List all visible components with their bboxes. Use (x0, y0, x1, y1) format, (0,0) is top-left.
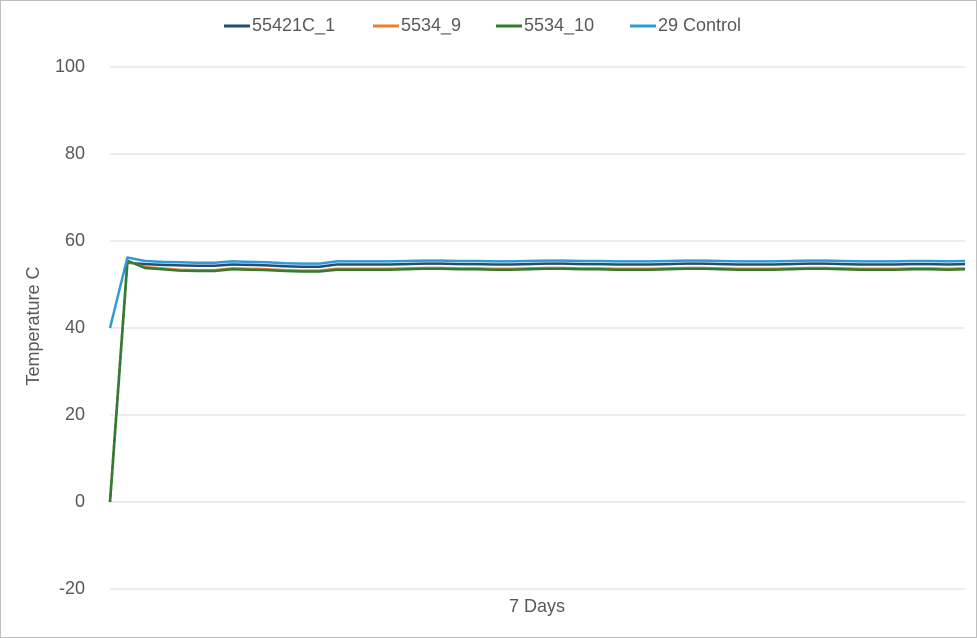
series-line (108, 256, 966, 329)
legend-label: 55421C_1 (252, 15, 335, 36)
y-axis-title: Temperature C (23, 266, 43, 385)
legend-label: 29 Control (658, 15, 741, 35)
y-tick-label: 100 (55, 56, 85, 76)
y-tick-label: 40 (65, 317, 85, 337)
y-tick-label: 20 (65, 404, 85, 424)
x-axis-title: 7 Days (509, 596, 565, 616)
legend-label: 5534_10 (524, 15, 594, 36)
legend-label: 5534_9 (401, 15, 461, 36)
y-tick-label: 80 (65, 143, 85, 163)
y-tick-label: -20 (59, 578, 85, 598)
series-line (108, 259, 966, 503)
y-tick-label: 0 (75, 491, 85, 511)
y-tick-label: 60 (65, 230, 85, 250)
series-line (108, 261, 966, 503)
